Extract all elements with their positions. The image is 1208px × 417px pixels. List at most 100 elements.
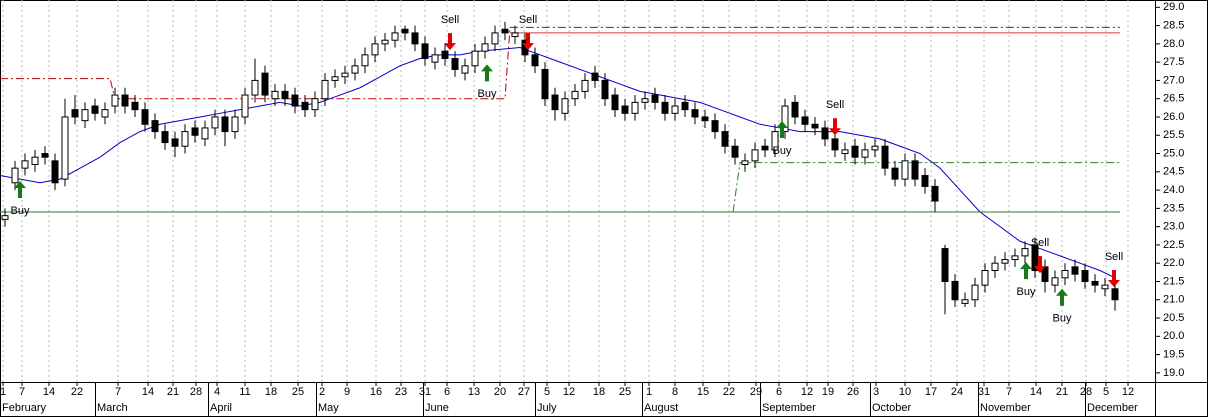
x-tick-label: 18 xyxy=(265,386,277,398)
candle-body xyxy=(751,149,759,162)
candle-body xyxy=(421,43,429,59)
x-tick-label: 7 xyxy=(115,386,121,398)
x-tick-label: 7 xyxy=(19,386,25,398)
candle-body xyxy=(571,90,579,100)
month-label: February xyxy=(2,402,47,414)
x-tick-label: 31 xyxy=(978,386,990,398)
signal-label: Sell xyxy=(826,99,844,111)
candle-body xyxy=(461,65,469,74)
candle-body xyxy=(381,39,389,45)
candle-body xyxy=(731,145,739,158)
x-tick-label: 20 xyxy=(494,386,506,398)
candle-body xyxy=(651,94,659,103)
candle-body xyxy=(761,145,769,151)
x-tick-label: 11 xyxy=(239,386,250,398)
y-tick-label: 22.5 xyxy=(1163,239,1184,251)
x-tick-label: 12 xyxy=(801,386,813,398)
x-tick-label: 10 xyxy=(899,386,911,398)
signal-arrow xyxy=(14,180,26,198)
candle-body xyxy=(151,120,159,133)
x-tick-label: 9 xyxy=(344,386,350,398)
candle-body xyxy=(911,160,919,180)
candle-body xyxy=(61,116,69,180)
x-tick-label: 1 xyxy=(0,386,6,398)
candle-body xyxy=(121,94,129,107)
candle-body xyxy=(241,94,249,118)
signal-label: Buy xyxy=(1017,286,1036,298)
y-tick-label: 27.0 xyxy=(1163,74,1184,86)
candle-body xyxy=(951,280,959,301)
candle-body xyxy=(1091,280,1099,286)
candle-body xyxy=(661,101,669,114)
y-tick-label: 28.5 xyxy=(1163,19,1184,31)
signal-arrow xyxy=(829,118,841,136)
x-tick-label: 14 xyxy=(1030,386,1042,398)
candle-body xyxy=(531,54,539,67)
signal-label: Sell xyxy=(519,14,537,26)
candle-body xyxy=(991,262,999,272)
signal-arrow xyxy=(522,33,534,51)
candle-body xyxy=(1051,277,1059,286)
candle-body xyxy=(871,145,879,151)
candle-body xyxy=(271,90,279,100)
x-tick-label: 21 xyxy=(167,386,179,398)
candle-body xyxy=(881,145,889,169)
x-tick-label: 22 xyxy=(71,386,83,398)
signal-label: Sell xyxy=(441,14,459,26)
candle-body xyxy=(1011,255,1019,261)
candle-body xyxy=(771,131,779,151)
signal-label: Buy xyxy=(773,145,792,157)
signal-label: Buy xyxy=(11,205,30,217)
candle-body xyxy=(231,116,239,133)
candle-body xyxy=(701,116,709,122)
candle-body xyxy=(31,156,39,165)
x-tick-label: 5 xyxy=(1103,386,1109,398)
candle-body xyxy=(211,116,219,129)
candle-body xyxy=(821,127,829,140)
month-label: April xyxy=(210,402,232,414)
candle-body xyxy=(1021,248,1029,257)
x-tick-label: 25 xyxy=(292,386,304,398)
candle-body xyxy=(161,131,169,144)
x-tick-label: 25 xyxy=(619,386,631,398)
plot-area: Buy Sell Buy Sell Buy Sell Buy Sell Buy Sell xyxy=(0,14,1123,325)
x-tick-label: 14 xyxy=(142,386,154,398)
candle-body xyxy=(401,28,409,34)
candle-body xyxy=(301,101,309,111)
x-tick-label: 14 xyxy=(43,386,55,398)
candle-body xyxy=(1061,270,1069,279)
month-label: July xyxy=(537,402,557,414)
candle-body xyxy=(451,57,459,70)
y-tick-label: 27.5 xyxy=(1163,56,1184,68)
signal-arrow xyxy=(1108,269,1120,287)
candle-body xyxy=(281,90,289,100)
y-tick-label: 20.5 xyxy=(1163,312,1184,324)
indicator-line xyxy=(0,47,1116,279)
candle-body xyxy=(541,68,549,100)
candle-body xyxy=(491,32,499,45)
candle-body xyxy=(941,248,949,282)
candle-body xyxy=(641,98,649,103)
candle-body xyxy=(321,79,329,100)
y-tick-label: 23.0 xyxy=(1163,221,1184,233)
candle-body xyxy=(331,76,339,81)
x-tick-label: 1 xyxy=(646,386,652,398)
candle-body xyxy=(251,79,259,96)
signal-arrow xyxy=(1034,256,1046,274)
candle-body xyxy=(561,98,569,114)
y-tick-label: 20.0 xyxy=(1163,330,1184,342)
x-tick-label: 27 xyxy=(518,386,530,398)
candle-body xyxy=(201,127,209,140)
signal-arrow xyxy=(1020,262,1032,280)
signal-label: Sell xyxy=(1105,251,1123,263)
candle-body xyxy=(341,72,349,78)
candle-body xyxy=(581,79,589,92)
candle-body xyxy=(621,105,629,114)
y-tick-label: 25.5 xyxy=(1163,129,1184,141)
candle-body xyxy=(51,160,59,184)
candle-body xyxy=(171,138,179,147)
candle-body xyxy=(741,160,749,165)
y-tick-label: 21.0 xyxy=(1163,294,1184,306)
candle-body xyxy=(1101,284,1109,290)
